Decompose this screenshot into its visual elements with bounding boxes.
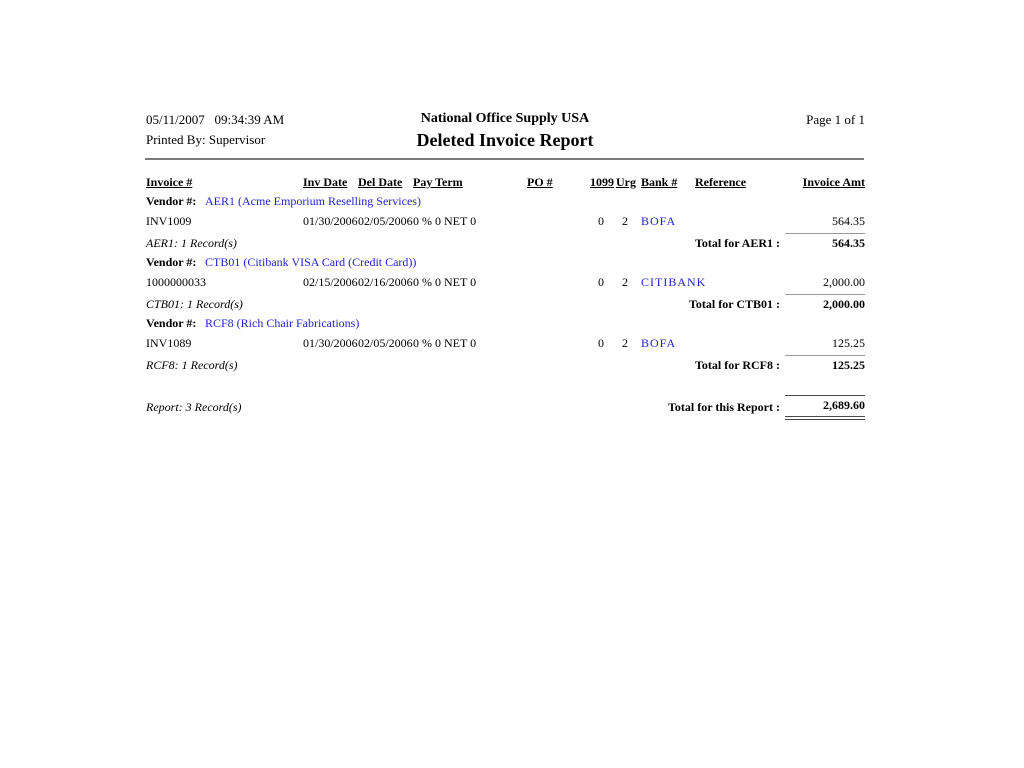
- invoice-amount: 125.25: [832, 336, 865, 350]
- col-del-date: Del Date: [358, 175, 403, 189]
- vendor-header: Vendor #: CTB01 (Citibank VISA Card (Cre…: [145, 255, 865, 270]
- vendor-total-label: Total for CTB01 :: [688, 297, 780, 311]
- invoice-row: INV1089 01/30/2006 02/05/2006 0 % 0 NET …: [145, 336, 865, 351]
- print-datetime: 05/11/2007 09:34:39 AM: [146, 112, 285, 127]
- col-1099: 1099: [590, 175, 614, 189]
- printed-by: Printed By: Supervisor: [146, 132, 266, 147]
- vendor-subtotal-row: AER1: 1 Record(s) Total for AER1 : 564.3…: [145, 233, 865, 251]
- vendor-number-label: Vendor #:: [146, 316, 197, 330]
- pay-term: 0 % 0 NET 0: [413, 336, 477, 350]
- page-number: Page 1 of 1: [806, 112, 865, 127]
- report-record-count: Report: 3 Record(s): [146, 400, 242, 414]
- vendor-group-ctb01: Vendor #: CTB01 (Citibank VISA Card (Cre…: [145, 255, 865, 313]
- col-invoice-number: Invoice #: [146, 175, 193, 189]
- vendor-subtotal-row: CTB01: 1 Record(s) Total for CTB01 : 2,0…: [145, 294, 865, 312]
- del-date: 02/16/2006: [358, 275, 413, 289]
- vendor-link[interactable]: RCF8 (Rich Chair Fabrications): [205, 316, 360, 330]
- company-name: National Office Supply USA: [420, 111, 590, 126]
- col-bank-number: Bank #: [641, 175, 678, 189]
- vendor-header: Vendor #: AER1 (Acme Emporium Reselling …: [145, 194, 865, 209]
- report-title: Deleted Invoice Report: [416, 130, 594, 150]
- bank-link[interactable]: BOFA: [641, 214, 677, 228]
- invoice-amount: 2,000.00: [823, 275, 865, 289]
- col-invoice-amt: Invoice Amt: [802, 175, 865, 189]
- report-total-amount: 2,689.60: [785, 395, 865, 420]
- del-date: 02/05/2006: [358, 214, 413, 228]
- vendor-record-count: CTB01: 1 Record(s): [146, 297, 243, 311]
- vendor-group-rcf8: Vendor #: RCF8 (Rich Chair Fabrications)…: [145, 316, 865, 374]
- invoice-row: INV1009 01/30/2006 02/05/2006 0 % 0 NET …: [145, 214, 865, 229]
- pay-term: 0 % 0 NET 0: [413, 214, 477, 228]
- value-1099: 0: [598, 336, 604, 350]
- vendor-total-label: Total for RCF8 :: [695, 358, 780, 372]
- report-total-label: Total for this Report :: [668, 400, 780, 414]
- vendor-group-aer1: Vendor #: AER1 (Acme Emporium Reselling …: [145, 194, 865, 252]
- vendor-number-label: Vendor #:: [146, 255, 197, 269]
- vendor-total-amount: 125.25: [785, 355, 865, 373]
- report-total-row: Report: 3 Record(s) Total for this Repor…: [145, 395, 865, 425]
- vendor-number-label: Vendor #:: [146, 194, 197, 208]
- inv-date: 01/30/2006: [303, 336, 358, 350]
- vendor-link[interactable]: AER1 (Acme Emporium Reselling Services): [205, 194, 421, 208]
- bank-link[interactable]: BOFA: [641, 336, 677, 350]
- invoice-number: INV1009: [146, 214, 192, 228]
- vendor-total-amount: 564.35: [785, 233, 865, 251]
- header-divider: [145, 158, 864, 160]
- vendor-total-amount: 2,000.00: [785, 294, 865, 312]
- value-urg: 2: [622, 275, 628, 289]
- invoice-number: 1000000033: [146, 275, 206, 289]
- value-1099: 0: [598, 214, 604, 228]
- invoice-amount: 564.35: [832, 214, 865, 228]
- pay-term: 0 % 0 NET 0: [413, 275, 477, 289]
- inv-date: 02/15/2006: [303, 275, 358, 289]
- value-urg: 2: [622, 214, 628, 228]
- vendor-link[interactable]: CTB01 (Citibank VISA Card (Credit Card)): [205, 255, 417, 269]
- invoice-number: INV1089: [146, 336, 192, 350]
- value-1099: 0: [598, 275, 604, 289]
- value-urg: 2: [622, 336, 628, 350]
- del-date: 02/05/2006: [358, 336, 413, 350]
- vendor-header: Vendor #: RCF8 (Rich Chair Fabrications): [145, 316, 865, 331]
- vendor-total-label: Total for AER1 :: [694, 236, 780, 250]
- col-inv-date: Inv Date: [303, 175, 348, 189]
- column-header-row: Invoice # Inv Date Del Date Pay Term PO …: [145, 175, 865, 190]
- inv-date: 01/30/2006: [303, 214, 358, 228]
- invoice-row: 1000000033 02/15/2006 02/16/2006 0 % 0 N…: [145, 275, 865, 290]
- col-po-number: PO #: [527, 175, 553, 189]
- bank-link[interactable]: CITIBANK: [641, 275, 707, 289]
- vendor-record-count: RCF8: 1 Record(s): [146, 358, 238, 372]
- vendor-subtotal-row: RCF8: 1 Record(s) Total for RCF8 : 125.2…: [145, 355, 865, 373]
- col-reference: Reference: [695, 175, 747, 189]
- col-pay-term: Pay Term: [413, 175, 463, 189]
- col-urg: Urg: [616, 175, 636, 189]
- vendor-record-count: AER1: 1 Record(s): [146, 236, 237, 250]
